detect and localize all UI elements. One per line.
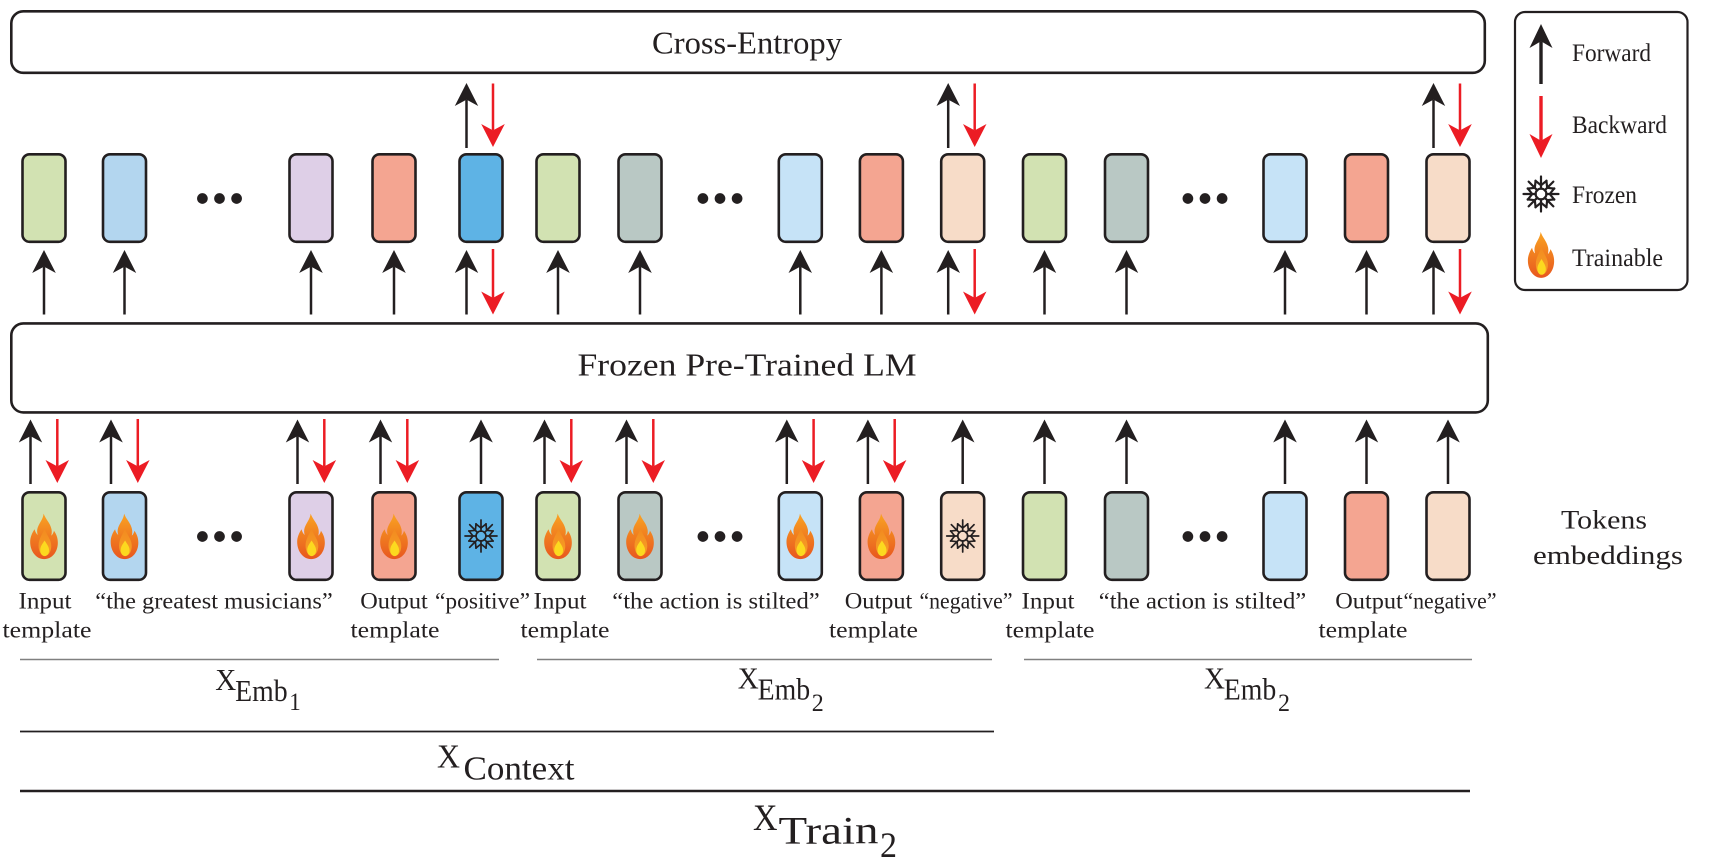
svg-text:2: 2 (880, 825, 897, 863)
svg-text:Output: Output (360, 589, 428, 614)
svg-text:“the action is stilted”: “the action is stilted” (1099, 589, 1307, 614)
svg-text:Input: Input (19, 589, 73, 614)
svg-text:Cross-Entropy: Cross-Entropy (652, 26, 842, 61)
svg-text:“the action is stilted”: “the action is stilted” (612, 589, 820, 614)
svg-text:embeddings: embeddings (1533, 541, 1683, 570)
svg-text:Frozen: Frozen (1572, 180, 1637, 209)
svg-text:Trainable: Trainable (1572, 243, 1663, 272)
svg-text:Context: Context (464, 751, 576, 788)
svg-text:template: template (1006, 618, 1095, 643)
svg-text:X: X (437, 739, 460, 776)
svg-text:X: X (1204, 662, 1225, 696)
svg-text:Forward: Forward (1572, 38, 1651, 67)
svg-text:template: template (521, 618, 610, 643)
svg-text:template: template (3, 618, 92, 643)
svg-text:Input: Input (534, 589, 588, 614)
svg-text:“positive”: “positive” (435, 589, 530, 614)
svg-text:Emb: Emb (235, 674, 288, 708)
svg-text:Emb: Emb (1224, 673, 1277, 707)
svg-text:“the greatest musicians”: “the greatest musicians” (95, 589, 333, 614)
svg-text:Tokens: Tokens (1561, 506, 1647, 535)
svg-text:2: 2 (1278, 690, 1290, 717)
svg-text:Train: Train (779, 810, 879, 853)
svg-text:Frozen Pre-Trained LM: Frozen Pre-Trained LM (578, 347, 917, 383)
svg-text:template: template (351, 618, 440, 643)
svg-text:Emb: Emb (758, 673, 811, 707)
svg-text:Input: Input (1022, 589, 1076, 614)
svg-text:X: X (753, 798, 778, 839)
svg-text:template: template (829, 618, 918, 643)
svg-text:“negative”: “negative” (920, 589, 1013, 614)
svg-text:“negative”: “negative” (1404, 589, 1497, 614)
svg-text:template: template (1319, 618, 1408, 643)
svg-text:Output: Output (1335, 589, 1403, 614)
svg-text:X: X (215, 663, 236, 697)
svg-text:1: 1 (289, 689, 301, 716)
svg-text:X: X (738, 662, 759, 696)
svg-text:2: 2 (812, 690, 824, 717)
svg-text:Backward: Backward (1572, 110, 1667, 139)
svg-text:Output: Output (845, 589, 913, 614)
